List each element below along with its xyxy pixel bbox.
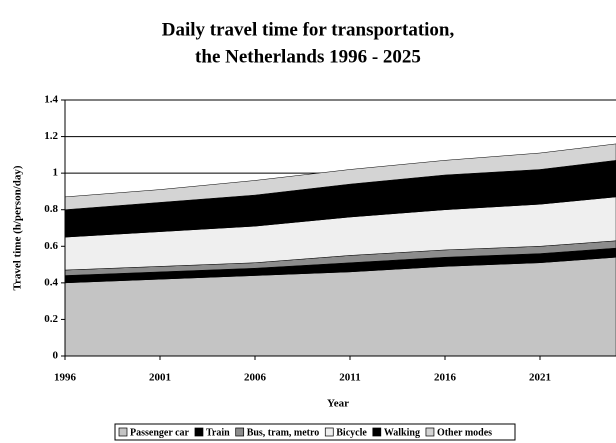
legend-label: Passenger car xyxy=(130,427,190,438)
y-axis-label: Travel time (h/person/day) xyxy=(12,165,24,290)
legend-label: Walking xyxy=(384,427,420,438)
y-tick-label: 0.2 xyxy=(44,313,58,325)
y-tick-label: 1 xyxy=(53,167,59,179)
legend-label: Bus, tram, metro xyxy=(247,427,320,438)
legend-swatch xyxy=(324,427,334,437)
x-tick-label: 2016 xyxy=(434,372,457,384)
y-tick-label: 1.4 xyxy=(44,94,58,106)
y-tick-label: 0.6 xyxy=(44,240,58,252)
x-tick-label: 2011 xyxy=(339,372,360,384)
legend-box xyxy=(114,423,516,441)
legend-label: Bicycle xyxy=(336,427,367,438)
y-tick-label: 0.8 xyxy=(44,203,58,215)
x-tick-label: 1996 xyxy=(54,372,77,384)
y-tick-label: 1.2 xyxy=(44,130,58,142)
legend-swatch xyxy=(425,427,435,437)
legend-swatch xyxy=(194,427,204,437)
legend-swatch xyxy=(372,427,382,437)
y-tick-label: 0 xyxy=(53,350,59,362)
x-tick-label: 2006 xyxy=(244,372,267,384)
y-tick-label: 0.4 xyxy=(44,276,58,288)
area xyxy=(64,143,616,210)
x-tick-label: 2021 xyxy=(529,372,551,384)
legend-label: Train xyxy=(206,427,230,438)
x-tick-label: 2001 xyxy=(149,372,171,384)
x-axis-label: Year xyxy=(327,398,349,410)
legend-label: Other modes xyxy=(437,427,492,438)
legend-swatch xyxy=(235,427,245,437)
chart-title: Daily travel time for transportation, xyxy=(162,19,455,40)
chart-title: the Netherlands 1996 - 2025 xyxy=(195,46,421,67)
legend-swatch xyxy=(118,427,128,437)
